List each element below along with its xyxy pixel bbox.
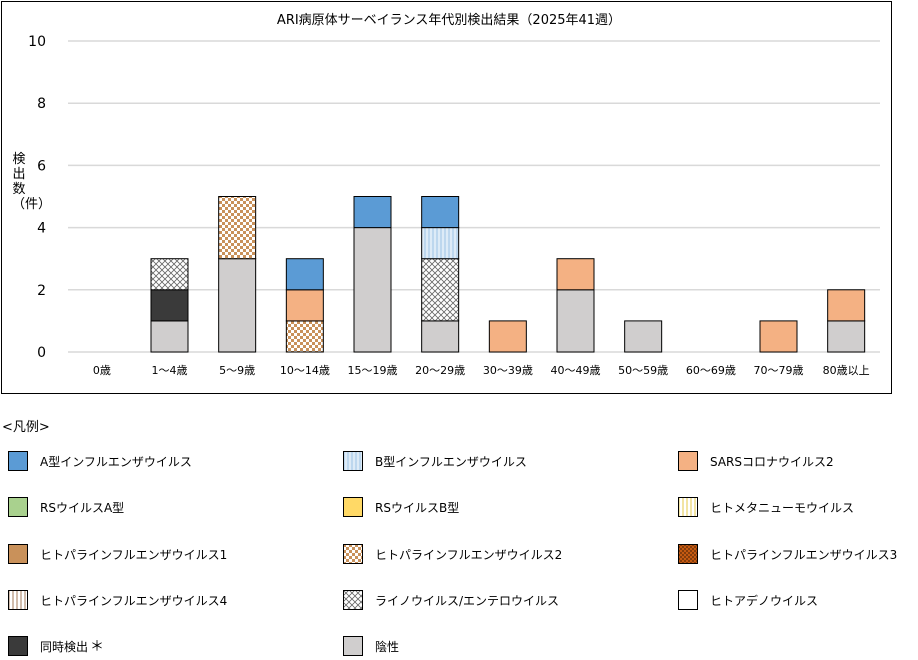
legend-swatch [8, 636, 28, 656]
legend-item-rsB: RSウイルスB型 [343, 497, 459, 517]
x-tick-label: 40～49歳 [551, 364, 601, 377]
bar-segment-neg [556, 289, 595, 353]
legend-item-fluB: B型インフルエンザウイルス [343, 451, 527, 471]
legend-swatch [678, 544, 698, 564]
legend-swatch [678, 497, 698, 517]
bar-segment-fluA [421, 196, 460, 229]
bar-segment-neg [827, 320, 866, 353]
bar-segment-rhino [421, 258, 460, 322]
bar-segment-sars [827, 289, 866, 322]
x-tick-label: 50～59歳 [618, 364, 668, 377]
legend-label: ヒトパラインフルエンザウイルス1 [40, 547, 228, 562]
legend-item-para3: ヒトパラインフルエンザウイルス3 [678, 544, 897, 564]
bar-segment-sars [759, 320, 798, 353]
y-axis-label: 検出数（件） [12, 152, 52, 212]
x-tick-label: 15～19歳 [348, 364, 398, 377]
legend-swatch [343, 497, 363, 517]
bar-segment-fluA [285, 258, 324, 291]
x-tick-label: 5～9歳 [219, 364, 255, 377]
x-tick-label: 60～69歳 [686, 364, 736, 377]
bar-segment-fluB [421, 227, 460, 260]
bar-segment-neg [150, 320, 189, 353]
bar-segment-sars [556, 258, 595, 291]
legend-label: 同時検出 [40, 639, 89, 654]
legend-swatch [8, 451, 28, 471]
bar-segment-neg [421, 320, 460, 353]
y-tick-label: 6 [37, 158, 46, 174]
legend-swatch [678, 451, 698, 471]
x-tick-label: 70～79歳 [754, 364, 804, 377]
bar-segment-multi [150, 289, 189, 322]
legend-label: ヒトパラインフルエンザウイルス2 [375, 547, 563, 562]
legend-swatch [8, 497, 28, 517]
y-tick-label: 2 [37, 283, 46, 299]
chart-frame [1, 1, 892, 394]
legend-swatch [343, 636, 363, 656]
legend-item-para4: ヒトパラインフルエンザウイルス4 [8, 590, 227, 610]
y-tick-label: 10 [28, 34, 46, 50]
legend-swatch [8, 544, 28, 564]
x-tick-label: 20～29歳 [415, 364, 465, 377]
legend-label: ヒトパラインフルエンザウイルス3 [710, 547, 898, 562]
legend-label: A型インフルエンザウイルス [40, 454, 192, 469]
y-tick-label: 8 [37, 96, 46, 112]
bar-segment-para2 [285, 320, 324, 353]
legend-label: SARSコロナウイルス2 [710, 454, 834, 469]
bar-segment-sars [488, 320, 527, 353]
legend-label: ヒトメタニューモウイルス [710, 500, 855, 515]
legend-label: B型インフルエンザウイルス [375, 454, 527, 469]
legend-label: RSウイルスA型 [40, 500, 125, 515]
bar-segment-rhino [150, 258, 189, 291]
legend-label: ライノウイルス/エンテロウイルス [375, 593, 560, 608]
legend-item-rsA: RSウイルスA型 [8, 497, 124, 517]
bar-segment-neg [218, 258, 257, 353]
legend-label: ヒトパラインフルエンザウイルス4 [40, 593, 228, 608]
chart-title: ARI病原体サーベイランス年代別検出結果（2025年41週） [277, 13, 621, 28]
legend-note: ＊ [90, 639, 105, 655]
legend-swatch [343, 590, 363, 610]
y-tick-label: 0 [37, 345, 46, 361]
x-tick-label: 1～4歳 [152, 364, 188, 377]
legend-swatch [8, 590, 28, 610]
legend-item-multi: 同時検出＊ [8, 636, 104, 656]
legend-title: <凡例> [2, 420, 50, 435]
x-tick-label: 10～14歳 [280, 364, 330, 377]
legend-item-adeno: ヒトアデノウイルス [678, 590, 818, 610]
legend-item-para1: ヒトパラインフルエンザウイルス1 [8, 544, 227, 564]
bar-segment-para2 [218, 196, 257, 260]
legend-swatch [343, 544, 363, 564]
legend-swatch [343, 451, 363, 471]
legend-item-fluA: A型インフルエンザウイルス [8, 451, 192, 471]
legend-item-rhino: ライノウイルス/エンテロウイルス [343, 590, 559, 610]
legend-label: RSウイルスB型 [375, 500, 460, 515]
legend-item-para2: ヒトパラインフルエンザウイルス2 [343, 544, 562, 564]
legend-swatch [678, 590, 698, 610]
bar-segment-neg [624, 320, 663, 353]
x-tick-label: 80歳以上 [823, 364, 870, 377]
legend-item-hmpv: ヒトメタニューモウイルス [678, 497, 854, 517]
bar-segment-sars [285, 289, 324, 322]
bar-segment-fluA [353, 196, 392, 229]
x-tick-label: 30～39歳 [483, 364, 533, 377]
legend-item-sars: SARSコロナウイルス2 [678, 451, 834, 471]
x-tick-label: 0歳 [93, 364, 111, 377]
legend-item-neg: 陰性 [343, 636, 399, 656]
legend-label: ヒトアデノウイルス [710, 593, 819, 608]
y-tick-label: 4 [37, 221, 46, 237]
bar-chart: ARI病原体サーベイランス年代別検出結果（2025年41週） 0 2 4 6 8 10 0歳… [28, 13, 880, 377]
legend-label: 陰性 [375, 639, 400, 654]
bar-segment-neg [353, 227, 392, 353]
